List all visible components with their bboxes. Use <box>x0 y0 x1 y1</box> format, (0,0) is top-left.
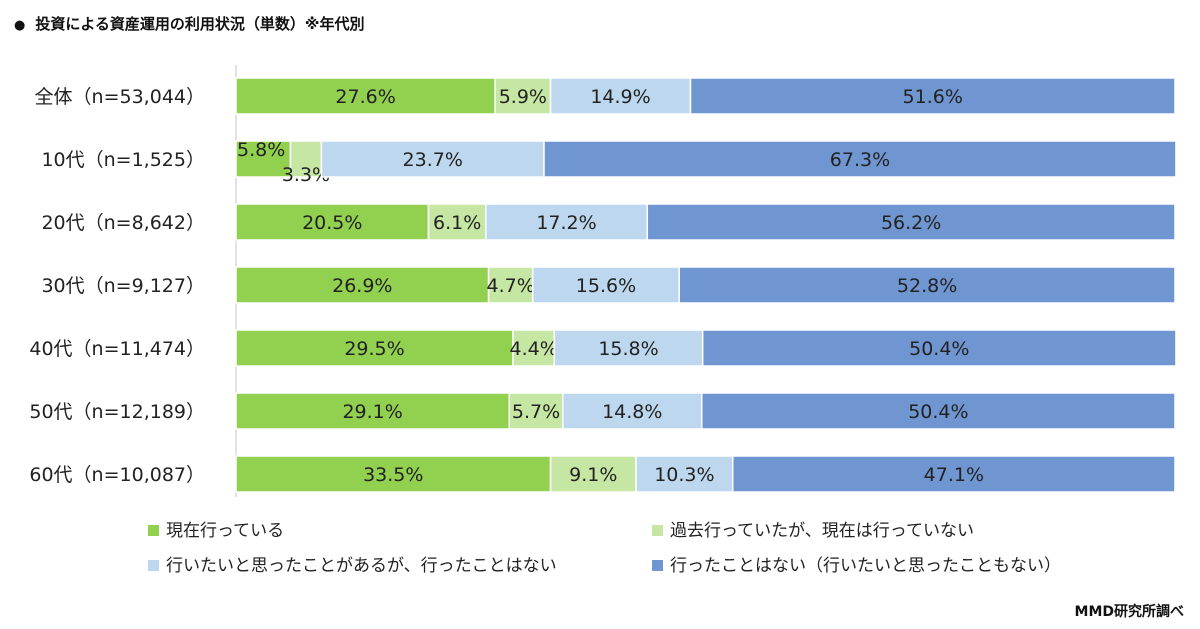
bar-segment <box>562 392 703 430</box>
data-label: 56.2% <box>881 212 941 234</box>
data-label: 17.2% <box>536 212 596 234</box>
bar-segment <box>731 455 1176 493</box>
category-label: 全体（n=53,044） <box>35 86 205 108</box>
bar-segment <box>508 392 564 430</box>
legend-swatch <box>148 560 159 571</box>
data-label: 47.1% <box>924 464 984 486</box>
data-label: 50.4% <box>909 338 969 360</box>
data-label: 52.8% <box>897 275 957 297</box>
data-label: 4.4% <box>510 338 558 360</box>
bar-segment <box>512 329 556 367</box>
bar-segment <box>289 140 323 178</box>
data-label: 33.5% <box>363 464 423 486</box>
legend-swatch <box>148 525 159 536</box>
bar-segment <box>549 77 692 115</box>
source-credit: MMD研究所調べ <box>1074 604 1184 620</box>
bar-segment <box>701 329 1177 367</box>
bar-segment <box>700 392 1176 430</box>
data-label: 5.9% <box>499 86 547 108</box>
legend-swatch <box>652 525 663 536</box>
chart-title-text: 投資による資産運用の利用状況（単数）※年代別 <box>35 15 365 33</box>
category-label: 30代（n=9,127） <box>41 275 205 297</box>
data-label: 15.8% <box>598 338 658 360</box>
legend-label: 過去行っていたが、現在は行っていない <box>670 521 974 541</box>
data-label: 9.1% <box>569 464 617 486</box>
bar-segment <box>553 329 704 367</box>
bar-segment <box>646 203 1176 241</box>
data-label: 29.5% <box>344 338 404 360</box>
category-label: 50代（n=12,189） <box>29 401 205 423</box>
data-label: 51.6% <box>903 86 963 108</box>
data-label: 20.5% <box>302 212 362 234</box>
data-label: 5.8% <box>237 139 285 161</box>
data-label: 67.3% <box>830 149 890 171</box>
bar-segment <box>427 203 487 241</box>
bar-segment <box>678 266 1176 304</box>
bar-segment <box>689 77 1176 115</box>
data-label: 14.8% <box>602 401 662 423</box>
data-label: 29.1% <box>342 401 402 423</box>
data-label: 4.7% <box>487 275 535 297</box>
legend-label: 行ったことはない（行いたいと思ったこともない） <box>670 556 1061 576</box>
legend-swatch <box>652 560 663 571</box>
bar-segment <box>320 140 545 178</box>
data-label: 26.9% <box>332 275 392 297</box>
bar-segment <box>235 455 552 493</box>
bar-segment <box>487 266 534 304</box>
data-label: 27.6% <box>335 86 395 108</box>
data-label: 10.3% <box>654 464 714 486</box>
data-label: 50.4% <box>908 401 968 423</box>
bar-segment <box>635 455 734 493</box>
data-label: 3.3% <box>282 164 330 186</box>
bar-segment <box>485 203 649 241</box>
data-label: 15.6% <box>576 275 636 297</box>
data-label: 5.7% <box>512 401 560 423</box>
data-label: 14.9% <box>590 86 650 108</box>
bullet-icon: ● <box>14 18 26 33</box>
bar-segment <box>235 329 514 367</box>
category-label: 60代（n=10,087） <box>29 464 205 486</box>
bar-segment <box>235 140 292 178</box>
bar-segment <box>235 77 496 115</box>
bar-segment <box>235 203 430 241</box>
data-label: 6.1% <box>433 212 481 234</box>
category-label: 20代（n=8,642） <box>41 212 205 234</box>
bar-segment <box>543 140 1177 178</box>
legend-label: 行いたいと思ったことがあるが、行ったことはない <box>166 556 557 576</box>
category-label: 10代（n=1,525） <box>41 149 205 171</box>
bar-segment <box>494 77 552 115</box>
data-label: 23.7% <box>403 149 463 171</box>
chart-title: ● 投資による資産運用の利用状況（単数）※年代別 <box>14 13 364 34</box>
category-label: 40代（n=11,474） <box>29 338 205 360</box>
legend-label: 現在行っている <box>166 521 284 541</box>
bar-segment <box>549 455 637 493</box>
